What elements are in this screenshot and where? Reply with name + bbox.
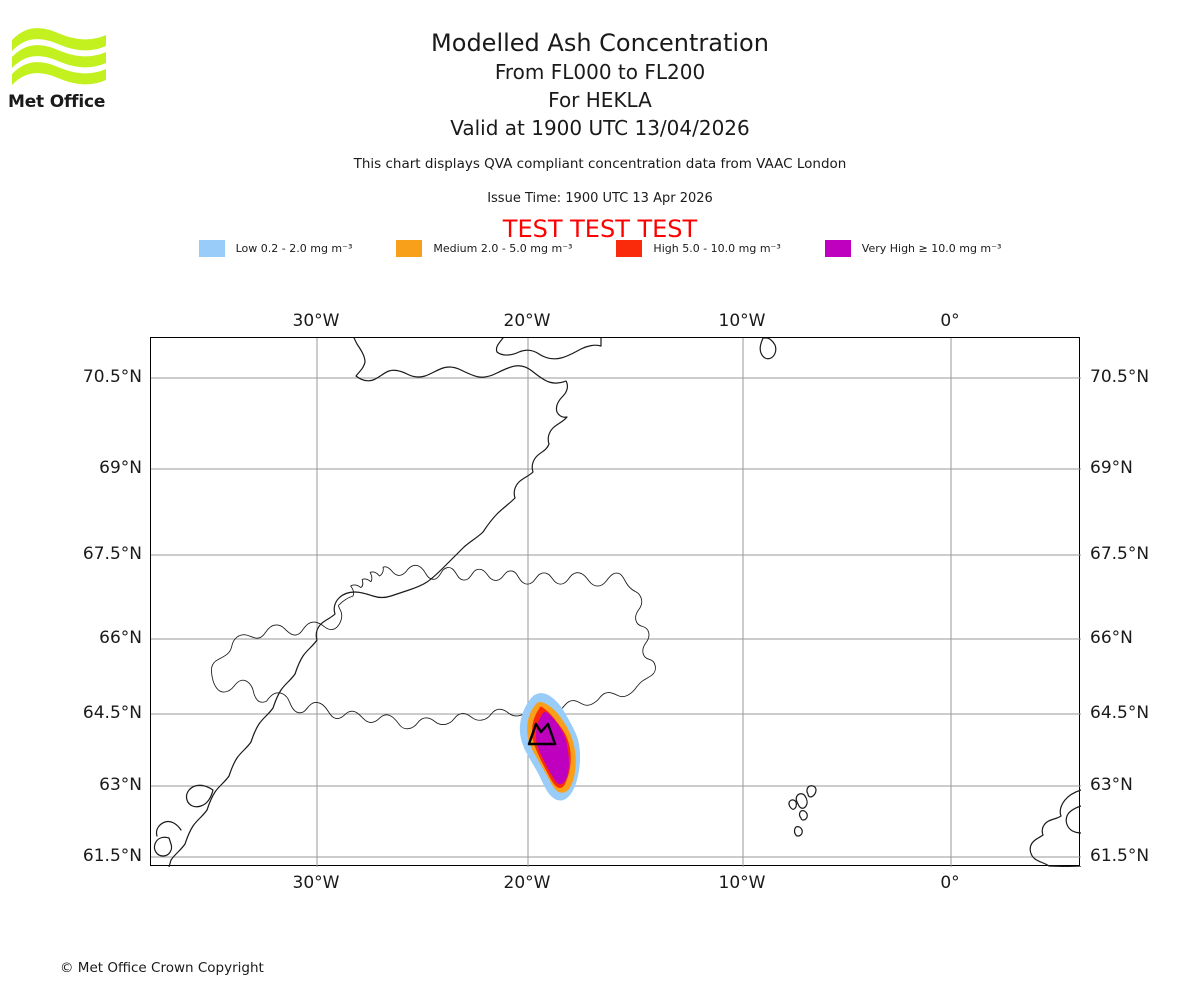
legend-swatch-high: [616, 240, 643, 257]
legend-label-low: Low 0.2 - 2.0 mg m⁻³: [235, 242, 353, 255]
legend-swatch-very-high: [824, 240, 851, 257]
coastline-greenland-small-bay: [155, 820, 182, 837]
volcano-symbol: [527, 722, 557, 746]
title-valid-time: Valid at 1900 UTC 13/04/2026: [450, 116, 750, 140]
ash-concentration-map: [150, 337, 1081, 867]
title-flight-levels: From FL000 to FL200: [494, 60, 706, 84]
lon-tick-bottom-10w: 10°W: [718, 873, 766, 893]
coastline-faroe-islands: [788, 785, 817, 837]
coastline-greenland-fjord: [185, 784, 214, 808]
legend-item-very-high: Very High ≥ 10.0 mg m⁻³: [824, 240, 1002, 257]
lon-tick-bottom-0: 0°: [940, 873, 960, 893]
lat-tick-left-69n: 69°N: [99, 458, 142, 478]
concentration-legend: Low 0.2 - 2.0 mg m⁻³ Medium 2.0 - 5.0 mg…: [0, 240, 1200, 257]
lon-tick-top-30w: 30°W: [292, 311, 340, 331]
lat-tick-left-67-5n: 67.5°N: [82, 544, 142, 564]
met-office-logo: Met Office: [8, 26, 128, 116]
coastline-greenland-islet: [153, 836, 173, 857]
met-office-logo-text: Met Office: [8, 92, 106, 112]
map-gridlines: [151, 338, 1081, 867]
title-volcano: For HEKLA: [548, 88, 652, 112]
lat-tick-right-66n: 66°N: [1090, 628, 1133, 648]
coastline-jan-mayen: [759, 338, 777, 360]
coastline-iceland: [210, 564, 656, 730]
ash-plume: [519, 693, 580, 801]
coastline-greenland-main: [168, 338, 569, 867]
lat-tick-left-70-5n: 70.5°N: [82, 367, 142, 387]
issue-time-text: Issue Time: 1900 UTC 13 Apr 2026: [487, 191, 713, 206]
legend-label-high: High 5.0 - 10.0 mg m⁻³: [653, 242, 781, 255]
coastline-norway-inlet: [1065, 805, 1081, 834]
coastline-norway: [1029, 789, 1081, 867]
lat-tick-right-67-5n: 67.5°N: [1090, 544, 1150, 564]
coastline-greenland: [495, 338, 602, 360]
coastlines: [153, 338, 1081, 867]
legend-label-very-high: Very High ≥ 10.0 mg m⁻³: [861, 242, 1002, 255]
lon-tick-bottom-20w: 20°W: [503, 873, 551, 893]
lon-tick-top-10w: 10°W: [718, 311, 766, 331]
lon-tick-top-0: 0°: [940, 311, 960, 331]
lat-tick-left-63n: 63°N: [99, 775, 142, 795]
lat-tick-right-64-5n: 64.5°N: [1090, 703, 1150, 723]
lat-tick-right-70-5n: 70.5°N: [1090, 367, 1150, 387]
legend-label-medium: Medium 2.0 - 5.0 mg m⁻³: [433, 242, 573, 255]
legend-item-low: Low 0.2 - 2.0 mg m⁻³: [198, 240, 353, 257]
lon-tick-bottom-30w: 30°W: [292, 873, 340, 893]
lat-tick-right-69n: 69°N: [1090, 458, 1133, 478]
lat-tick-right-63n: 63°N: [1090, 775, 1133, 795]
chart-title-block: Modelled Ash Concentration From FL000 to…: [0, 28, 1200, 142]
lat-tick-left-61-5n: 61.5°N: [82, 846, 142, 866]
page-title: Modelled Ash Concentration: [431, 29, 769, 57]
lat-tick-left-64-5n: 64.5°N: [82, 703, 142, 723]
lat-tick-right-61-5n: 61.5°N: [1090, 846, 1150, 866]
lon-tick-top-20w: 20°W: [503, 311, 551, 331]
legend-swatch-low: [198, 240, 225, 257]
legend-swatch-medium: [396, 240, 423, 257]
legend-item-high: High 5.0 - 10.0 mg m⁻³: [616, 240, 781, 257]
chart-strapline: This chart displays QVA compliant concen…: [353, 156, 847, 172]
map-canvas: [151, 338, 1081, 867]
test-banner: TEST TEST TEST: [502, 215, 698, 243]
lat-tick-left-66n: 66°N: [99, 628, 142, 648]
copyright-text: © Met Office Crown Copyright: [60, 960, 264, 976]
legend-item-medium: Medium 2.0 - 5.0 mg m⁻³: [396, 240, 572, 257]
met-office-wave-icon: [12, 28, 106, 85]
